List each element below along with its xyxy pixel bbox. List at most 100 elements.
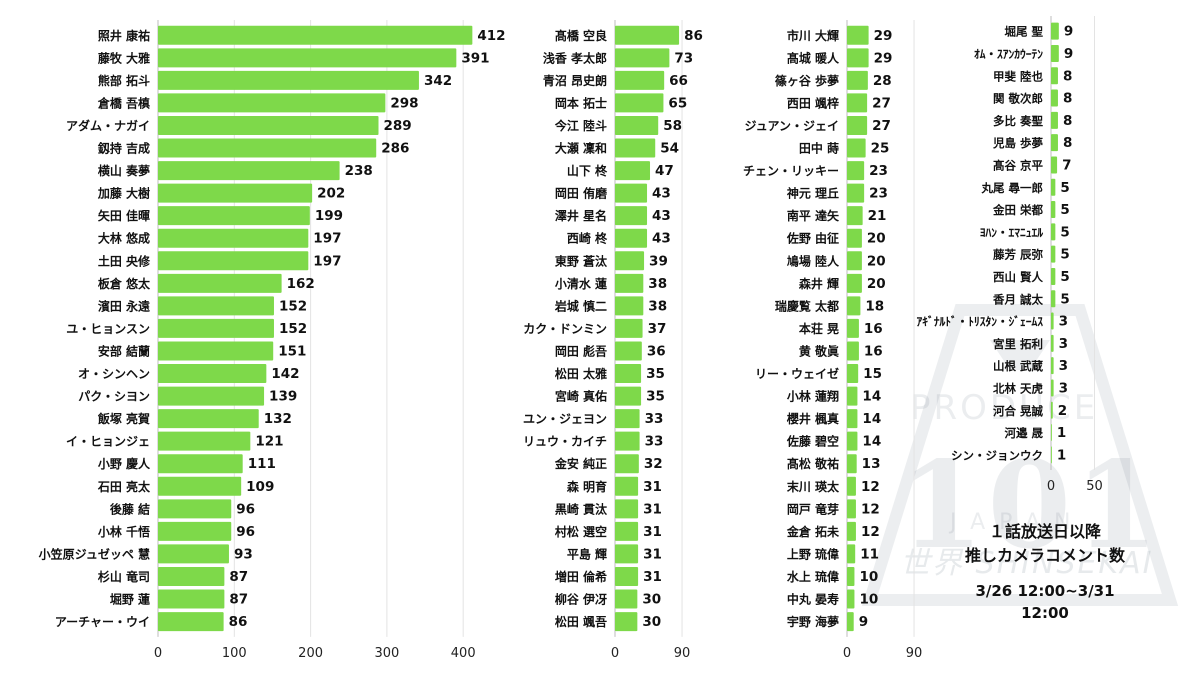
category-label: 関 敬次郎 xyxy=(993,92,1043,106)
value-label: 162 xyxy=(287,276,315,292)
value-label: 202 xyxy=(317,186,345,202)
value-label: 10 xyxy=(859,569,878,585)
value-label: 3 xyxy=(1059,358,1068,374)
category-label: 小野 慶人 xyxy=(98,456,151,471)
value-label: 47 xyxy=(655,163,674,179)
value-label: 27 xyxy=(872,95,891,111)
value-label: 2 xyxy=(1058,403,1067,419)
value-label: 286 xyxy=(381,141,409,157)
value-label: 38 xyxy=(648,276,667,292)
x-tick-label: 0 xyxy=(154,646,162,661)
bar xyxy=(158,612,224,632)
bar xyxy=(615,364,642,384)
value-label: 39 xyxy=(649,253,668,269)
category-label: 多比 奏聖 xyxy=(993,114,1044,128)
value-label: 111 xyxy=(248,456,276,472)
category-label: 石田 亮太 xyxy=(97,479,151,494)
bar xyxy=(158,25,473,45)
category-label: 今江 陸斗 xyxy=(554,118,607,133)
bar xyxy=(847,409,858,429)
value-label: 29 xyxy=(874,50,893,66)
value-label: 412 xyxy=(477,28,505,44)
x-tick-label: 100 xyxy=(222,646,247,661)
category-label: 丸尾 尋一郎 xyxy=(980,181,1043,195)
category-label: 髙橋 空良 xyxy=(555,28,607,43)
value-label: 142 xyxy=(271,366,299,382)
category-label: リー・ウェイゼ xyxy=(755,366,839,381)
value-label: 12 xyxy=(861,524,880,540)
bar xyxy=(615,183,648,203)
category-label: 小清水 蓮 xyxy=(555,276,607,291)
category-label: パク・シヨン xyxy=(78,390,150,404)
value-label: 31 xyxy=(643,524,662,540)
bar xyxy=(847,183,865,203)
bar xyxy=(158,521,232,541)
value-label: 29 xyxy=(874,28,893,44)
category-label: 河邉 晟 xyxy=(1004,426,1043,440)
bar xyxy=(615,499,639,519)
value-label: 12 xyxy=(861,479,880,495)
bar xyxy=(847,206,863,226)
value-label: 28 xyxy=(873,73,892,89)
category-label: 山根 武蔵 xyxy=(993,359,1044,373)
value-label: 43 xyxy=(652,208,671,224)
bar xyxy=(847,612,854,632)
value-label: 238 xyxy=(345,163,373,179)
bar xyxy=(847,454,857,474)
category-label: 柳谷 伊冴 xyxy=(555,592,607,607)
category-label: アダム・ナガイ xyxy=(66,118,150,133)
value-label: 96 xyxy=(236,524,255,540)
caption-line-2: 推しカメラコメント数 xyxy=(964,546,1125,565)
category-label: 杉山 竜司 xyxy=(98,569,150,584)
bar xyxy=(158,48,457,68)
category-label: 山下 柊 xyxy=(567,163,608,178)
x-tick-label: 400 xyxy=(451,646,476,661)
category-label: 宮崎 真佑 xyxy=(555,389,607,404)
bar xyxy=(847,589,855,609)
bar xyxy=(847,566,855,586)
bar xyxy=(615,318,643,338)
value-label: 289 xyxy=(384,118,412,134)
bar xyxy=(847,251,862,271)
value-label: 14 xyxy=(862,434,881,450)
value-label: 5 xyxy=(1060,180,1069,196)
value-label: 197 xyxy=(313,253,341,269)
value-label: 20 xyxy=(867,253,886,269)
value-label: 86 xyxy=(229,614,248,630)
value-label: 15 xyxy=(863,366,882,382)
value-label: 9 xyxy=(859,614,868,630)
value-label: 391 xyxy=(461,50,489,66)
value-label: 197 xyxy=(313,231,341,247)
bar xyxy=(158,206,310,226)
bar xyxy=(615,476,639,496)
category-label: 岡田 彪吾 xyxy=(555,343,607,358)
category-label: 平島 輝 xyxy=(567,546,607,561)
category-label: 岡戸 竜芽 xyxy=(787,501,839,516)
bar xyxy=(847,228,862,248)
value-label: 16 xyxy=(864,343,883,359)
bar xyxy=(1051,134,1058,152)
category-label: ｱｷﾞﾅﾙﾄﾞ・ﾄﾘｽﾀﾝ・ｼﾞｪｰﾑｽ xyxy=(917,315,1044,329)
bar xyxy=(615,544,639,564)
category-label: 森 明育 xyxy=(567,479,607,494)
category-label: 堀尾 聖 xyxy=(1004,25,1043,39)
category-label: 河合 晃誠 xyxy=(993,404,1044,418)
bar xyxy=(158,454,243,474)
value-label: 21 xyxy=(868,208,887,224)
value-label: 65 xyxy=(668,95,687,111)
value-label: 35 xyxy=(646,366,665,382)
value-label: 18 xyxy=(865,298,884,314)
caption-line-1: １話放送日以降 xyxy=(988,522,1101,541)
bar xyxy=(158,431,251,451)
value-label: 36 xyxy=(647,343,666,359)
x-tick-label: 90 xyxy=(674,646,691,661)
value-label: 13 xyxy=(862,456,881,472)
category-label: イ・ヒョンジェ xyxy=(66,435,150,449)
category-label: 上野 琉偉 xyxy=(787,546,839,561)
value-label: 25 xyxy=(871,141,890,157)
value-label: 31 xyxy=(643,546,662,562)
value-label: 9 xyxy=(1064,24,1073,40)
category-label: 神元 理丘 xyxy=(787,186,839,201)
category-label: 黒崎 貫汰 xyxy=(555,501,608,516)
value-label: 5 xyxy=(1060,269,1069,285)
